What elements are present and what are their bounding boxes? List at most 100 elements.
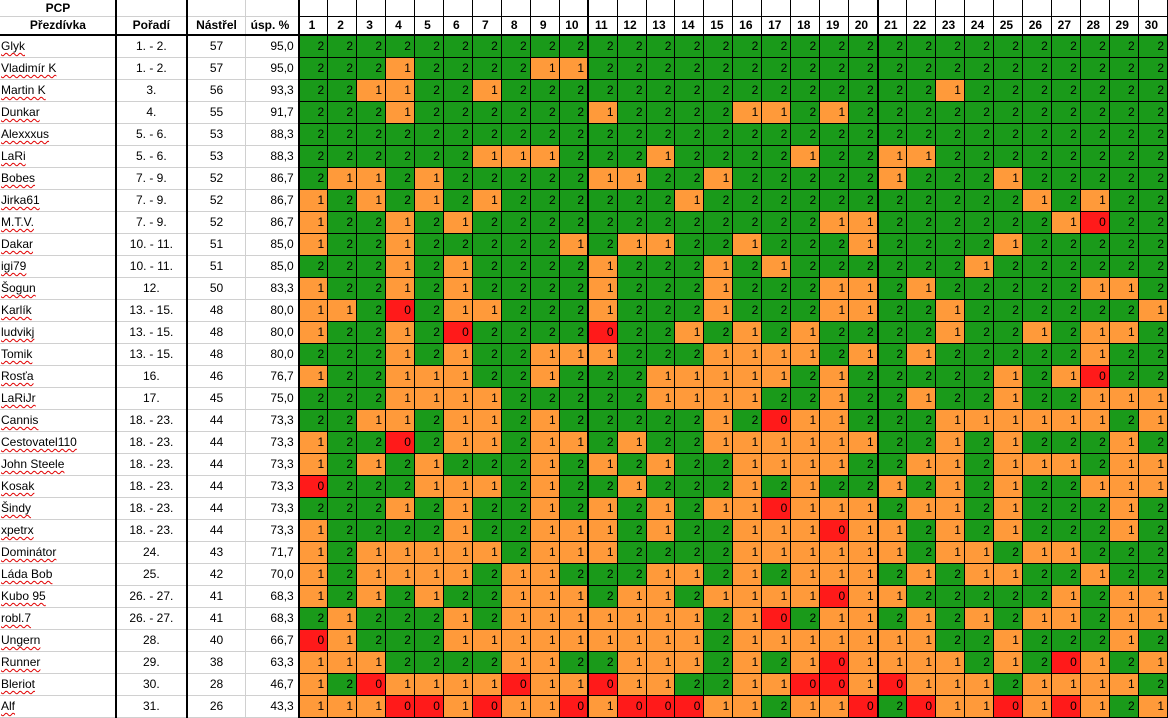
score-cell[interactable]: 2 [327,343,358,366]
score-cell[interactable]: 2 [559,321,590,344]
score-cell[interactable]: 2 [674,167,705,190]
player-rank[interactable]: 1. - 2. [115,35,188,58]
score-cell[interactable]: 1 [298,299,329,322]
score-cell[interactable]: 1 [964,255,994,278]
score-cell[interactable]: 1 [472,431,502,454]
score-cell[interactable]: 2 [588,233,618,256]
score-cell[interactable]: 1 [761,255,792,278]
score-cell[interactable]: 2 [472,233,502,256]
score-cell[interactable]: 2 [385,607,415,630]
score-cell[interactable]: 2 [327,563,358,586]
score-cell[interactable]: 2 [732,277,763,300]
score-cell[interactable]: 2 [356,299,387,322]
score-cell[interactable]: 2 [385,189,415,212]
score-cell[interactable]: 2 [993,299,1023,322]
score-cell[interactable]: 1 [1138,585,1168,608]
score-cell[interactable]: 2 [530,189,560,212]
score-cell[interactable]: 2 [964,585,994,608]
score-cell[interactable]: 1 [674,189,705,212]
score-cell[interactable]: 1 [703,365,734,388]
score-cell[interactable]: 1 [559,607,590,630]
score-cell[interactable]: 2 [703,321,734,344]
score-cell[interactable]: 2 [414,145,444,168]
score-cell[interactable]: 1 [617,629,647,652]
score-cell[interactable]: 2 [1138,167,1168,190]
header-round-26[interactable]: 26 [1022,16,1052,36]
score-cell[interactable]: 2 [588,387,618,410]
score-cell[interactable]: 0 [906,695,937,718]
score-cell[interactable]: 2 [443,585,473,608]
player-points[interactable]: 52 [186,167,247,190]
score-cell[interactable]: 1 [443,365,473,388]
score-cell[interactable]: 2 [761,475,792,498]
score-cell[interactable]: 2 [443,35,473,58]
score-cell[interactable]: 1 [935,497,965,520]
header-round-6[interactable]: 6 [443,16,473,36]
score-cell[interactable]: 2 [1022,343,1052,366]
score-cell[interactable]: 1 [819,409,850,432]
player-percent[interactable]: 73,3 [245,409,300,432]
score-cell[interactable]: 1 [906,343,937,366]
score-cell[interactable]: 2 [530,167,560,190]
score-cell[interactable]: 1 [443,387,473,410]
score-cell[interactable]: 1 [732,541,763,564]
score-cell[interactable]: 2 [1080,585,1110,608]
score-cell[interactable]: 2 [1138,431,1168,454]
player-name[interactable]: Alf [0,695,117,718]
score-cell[interactable]: 1 [501,651,531,674]
score-cell[interactable]: 2 [356,519,387,542]
score-cell[interactable]: 2 [1138,343,1168,366]
score-cell[interactable]: 2 [327,497,358,520]
score-cell[interactable]: 2 [877,101,908,124]
score-cell[interactable]: 2 [964,387,994,410]
player-rank[interactable]: 18. - 23. [115,519,188,542]
score-cell[interactable]: 2 [790,211,821,234]
empty-cell[interactable] [245,0,300,17]
score-cell[interactable]: 1 [646,607,676,630]
score-cell[interactable]: 1 [1109,431,1139,454]
score-cell[interactable]: 1 [732,519,763,542]
score-cell[interactable]: 2 [501,387,531,410]
score-cell[interactable]: 1 [674,365,705,388]
player-percent[interactable]: 86,7 [245,167,300,190]
header-round-24[interactable]: 24 [964,16,994,36]
score-cell[interactable]: 2 [1051,343,1081,366]
score-cell[interactable]: 2 [1138,211,1168,234]
score-cell[interactable]: 1 [298,695,329,718]
score-cell[interactable]: 2 [1051,519,1081,542]
score-cell[interactable]: 2 [588,79,618,102]
player-rank[interactable]: 7. - 9. [115,189,188,212]
score-cell[interactable]: 2 [1080,497,1110,520]
score-cell[interactable]: 1 [646,233,676,256]
score-cell[interactable]: 2 [414,277,444,300]
score-cell[interactable]: 2 [1138,101,1168,124]
player-name[interactable]: Dunkar [0,101,117,124]
score-cell[interactable]: 2 [1138,189,1168,212]
header-round-2[interactable]: 2 [327,16,358,36]
score-cell[interactable]: 2 [1051,35,1081,58]
empty-cell[interactable] [1051,0,1081,17]
score-cell[interactable]: 0 [559,695,590,718]
score-cell[interactable]: 2 [674,101,705,124]
score-cell[interactable]: 1 [935,695,965,718]
player-points[interactable]: 52 [186,189,247,212]
score-cell[interactable]: 2 [819,57,850,80]
score-cell[interactable]: 2 [964,519,994,542]
empty-cell[interactable] [414,0,444,17]
score-cell[interactable]: 2 [877,321,908,344]
score-cell[interactable]: 1 [588,343,618,366]
score-cell[interactable]: 1 [472,79,502,102]
score-cell[interactable]: 2 [1051,101,1081,124]
score-cell[interactable]: 2 [877,607,908,630]
score-cell[interactable]: 2 [588,585,618,608]
score-cell[interactable]: 1 [501,563,531,586]
score-cell[interactable]: 2 [935,211,965,234]
score-cell[interactable]: 2 [298,387,329,410]
score-cell[interactable]: 2 [443,123,473,146]
score-cell[interactable]: 2 [501,497,531,520]
score-cell[interactable]: 1 [1109,321,1139,344]
score-cell[interactable]: 1 [732,475,763,498]
score-cell[interactable]: 1 [530,431,560,454]
score-cell[interactable]: 2 [790,35,821,58]
score-cell[interactable]: 0 [588,321,618,344]
